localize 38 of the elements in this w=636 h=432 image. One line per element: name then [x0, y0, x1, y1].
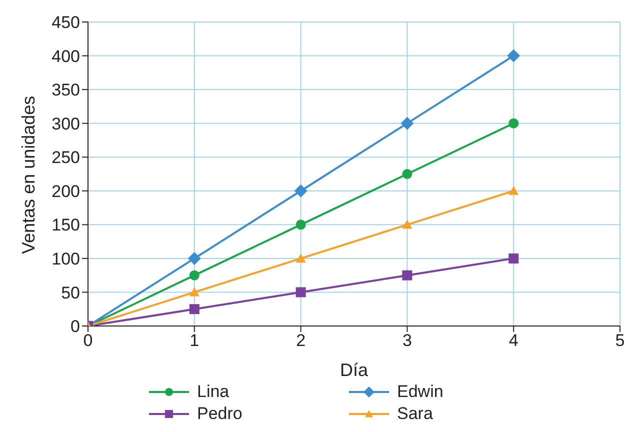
point — [294, 184, 308, 198]
point — [508, 186, 519, 195]
x-tick-label: 4 — [508, 331, 518, 350]
x-tick-label: 3 — [402, 331, 412, 350]
y-tick-label: 400 — [52, 46, 80, 66]
y-tick-label: 200 — [52, 182, 80, 201]
point — [402, 270, 412, 280]
x-tick-label: 5 — [615, 331, 625, 350]
point — [189, 287, 200, 296]
point — [188, 252, 201, 265]
point — [402, 169, 412, 179]
legend-label: Pedro — [197, 404, 242, 424]
legend-label: Sara — [397, 404, 433, 424]
y-axis-title: Ventas en unidades — [18, 96, 38, 254]
point — [400, 116, 414, 130]
y-tick-label: 450 — [52, 13, 80, 32]
y-tick-label: 150 — [52, 216, 80, 235]
point — [296, 287, 306, 298]
point — [507, 49, 520, 62]
y-tick-label: 100 — [52, 249, 80, 268]
y-tick-label: 0 — [70, 317, 80, 336]
x-axis-title: Día — [340, 360, 369, 380]
point — [296, 253, 306, 262]
y-tick-label: 50 — [61, 283, 80, 302]
legend-label: Edwin — [397, 382, 444, 402]
point — [508, 118, 519, 128]
legend-label: Lina — [197, 382, 230, 402]
point — [189, 304, 200, 314]
y-tick-label: 300 — [52, 114, 80, 134]
point — [508, 253, 519, 264]
point — [189, 270, 200, 280]
point — [402, 220, 412, 229]
x-tick-label: 2 — [296, 331, 306, 350]
x-tick-label: 1 — [190, 331, 200, 350]
x-tick-label: 0 — [83, 331, 93, 350]
point — [296, 220, 306, 230]
y-tick-label: 350 — [52, 80, 80, 100]
y-tick-label: 250 — [52, 148, 80, 168]
